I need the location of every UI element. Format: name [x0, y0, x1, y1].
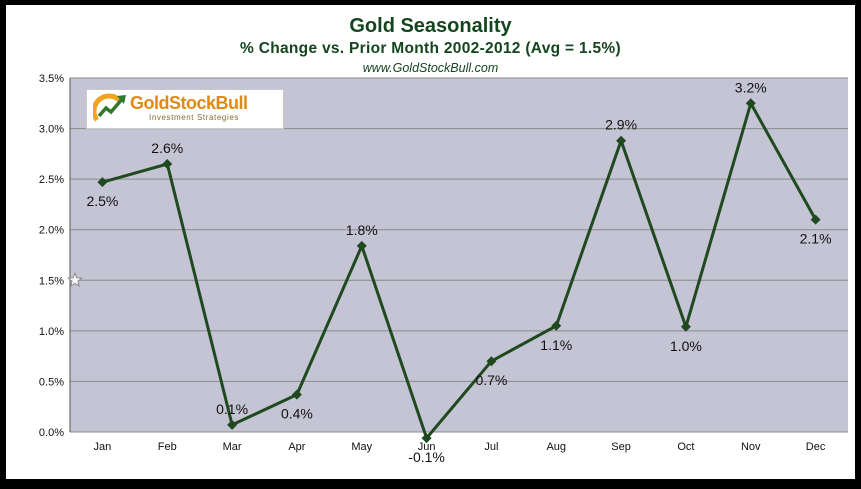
- x-tick-label: Jun: [418, 441, 436, 453]
- plot-area: [70, 78, 848, 432]
- data-label: -0.1%: [408, 449, 445, 465]
- y-tick-label: 3.5%: [39, 73, 64, 85]
- data-label: 3.2%: [735, 79, 767, 95]
- data-label: 1.1%: [540, 337, 572, 353]
- chart-frame: Gold Seasonality % Change vs. Prior Mont…: [6, 5, 855, 479]
- data-point: [680, 321, 691, 332]
- x-tick-label: Dec: [806, 441, 826, 453]
- x-tick-label: Apr: [288, 441, 305, 453]
- chart-source: www.GoldStockBull.com: [362, 61, 499, 75]
- data-point: [356, 240, 367, 251]
- chart-subtitle: % Change vs. Prior Month 2002-2012 (Avg …: [240, 40, 621, 57]
- x-tick-label: Feb: [158, 441, 177, 453]
- data-point: [227, 419, 238, 430]
- x-tick-label: Oct: [677, 441, 694, 453]
- x-tick-label: Aug: [546, 441, 566, 453]
- data-point: [551, 320, 562, 331]
- data-label: 1.8%: [346, 222, 378, 238]
- y-tick-label: 2.5%: [39, 174, 64, 186]
- y-tick-label: 0.5%: [39, 376, 64, 388]
- logo-tagline: Investment Strategies: [149, 113, 239, 122]
- data-point: [745, 98, 756, 109]
- chart-title: Gold Seasonality: [349, 15, 512, 37]
- x-tick-label: Nov: [741, 441, 761, 453]
- data-label: 2.1%: [800, 231, 832, 247]
- data-label: 1.0%: [670, 338, 702, 354]
- y-tick-label: 1.5%: [39, 275, 64, 287]
- star-icon: [66, 271, 84, 287]
- x-tick-label: May: [351, 441, 372, 453]
- y-tick-label: 0.0%: [39, 427, 64, 439]
- data-label: 2.5%: [86, 193, 118, 209]
- data-point: [421, 433, 432, 444]
- series-line: [101, 99, 817, 442]
- data-point: [810, 214, 821, 225]
- x-tick-label: Sep: [611, 441, 631, 453]
- data-point: [616, 135, 627, 146]
- y-tick-label: 3.0%: [39, 124, 64, 136]
- data-point: [486, 356, 497, 367]
- data-label: 2.6%: [151, 140, 183, 156]
- logo-name: GoldStockBull: [130, 93, 248, 113]
- data-label: 0.1%: [216, 401, 248, 417]
- x-tick-label: Mar: [223, 441, 242, 453]
- x-tick-label: Jan: [94, 441, 112, 453]
- bull-arrow-icon: [93, 93, 126, 122]
- data-label: 2.9%: [605, 117, 637, 133]
- y-tick-label: 2.0%: [39, 225, 64, 237]
- data-label: 0.7%: [475, 372, 507, 388]
- data-point: [291, 389, 302, 400]
- line-chart: 0.0% 0.5% 1.0% 1.5% 2.0% 2.5% 3.0% 3.5% Jan Feb Ma…: [39, 73, 848, 465]
- x-tick-label: Jul: [484, 441, 498, 453]
- data-point: [97, 177, 108, 188]
- logo: GoldStockBull Investment Strategies: [86, 89, 284, 129]
- data-point: [162, 158, 173, 169]
- y-tick-label: 1.0%: [39, 326, 64, 338]
- data-label: 0.4%: [281, 406, 313, 422]
